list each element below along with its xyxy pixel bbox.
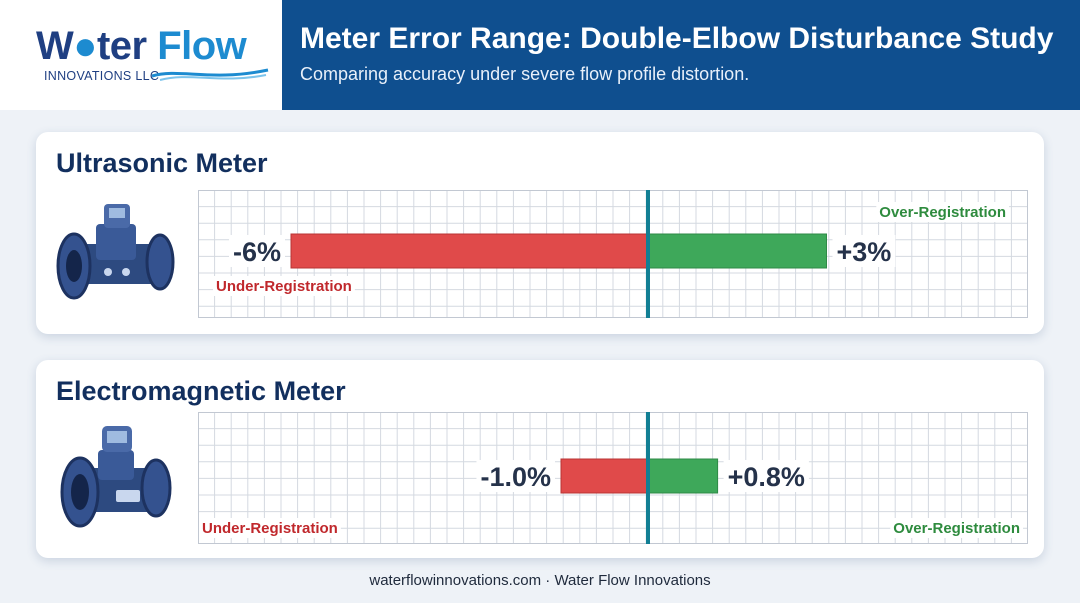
value-label-bg — [476, 460, 555, 492]
electromagnetic-chart: -1.0% Under-Registration +0.8% Over-Registr… — [198, 412, 1028, 544]
footer-text: waterflowinnovations.com · Water Flow In… — [369, 572, 711, 589]
under-registration-label: Under-Registration — [216, 278, 352, 295]
under-value-label: -1.0% — [480, 462, 551, 492]
wave-icon — [151, 68, 269, 81]
plot-border — [198, 412, 1028, 544]
page-title: Meter Error Range: Double-Elbow Disturba… — [300, 22, 1054, 55]
over-registration-label: Over-Registration — [879, 204, 1006, 221]
header-band: Meter Error Range: Double-Elbow Disturba… — [282, 0, 1080, 110]
page-subtitle: Comparing accuracy under severe flow pro… — [300, 64, 750, 84]
over-value-label: +3% — [837, 237, 892, 267]
brand-tagline: INNOVATIONS LLC — [44, 69, 160, 83]
electromagnetic-card: Electromagnetic Meter -1.0% Under-Registr… — [36, 360, 1044, 558]
series-label-bg — [199, 518, 341, 538]
over-registration-label: Over-Registration — [893, 520, 1020, 537]
electromagnetic-meter-icon — [60, 426, 172, 528]
brand-wordmark: W●ter Flow — [36, 24, 247, 68]
series-label-bg — [213, 276, 355, 296]
under-bar — [560, 458, 649, 494]
value-label-bg — [723, 460, 809, 492]
ultrasonic-title: Ultrasonic Meter — [56, 148, 268, 178]
plot-border — [198, 190, 1028, 318]
series-label-bg — [876, 202, 1009, 222]
electromagnetic-title: Electromagnetic Meter — [56, 376, 346, 406]
over-bar — [647, 458, 719, 494]
series-label-bg — [890, 518, 1023, 538]
water-drop-icon: ● — [73, 24, 97, 68]
value-label-bg — [832, 235, 896, 267]
ultrasonic-meter-icon — [56, 204, 175, 300]
ultrasonic-card: Ultrasonic Meter -6% Under-Registration +3… — [36, 132, 1044, 334]
under-bar — [290, 233, 649, 269]
under-registration-label: Under-Registration — [202, 520, 338, 537]
ultrasonic-chart: -6% Under-Registration +3% Over-Registratio… — [198, 190, 1028, 318]
over-bar — [647, 233, 827, 269]
value-label-bg — [228, 235, 285, 267]
over-value-label: +0.8% — [728, 462, 805, 492]
under-value-label: -6% — [233, 237, 281, 267]
brand-logo: W●ter Flow INNOVATIONS LLC — [0, 0, 282, 110]
